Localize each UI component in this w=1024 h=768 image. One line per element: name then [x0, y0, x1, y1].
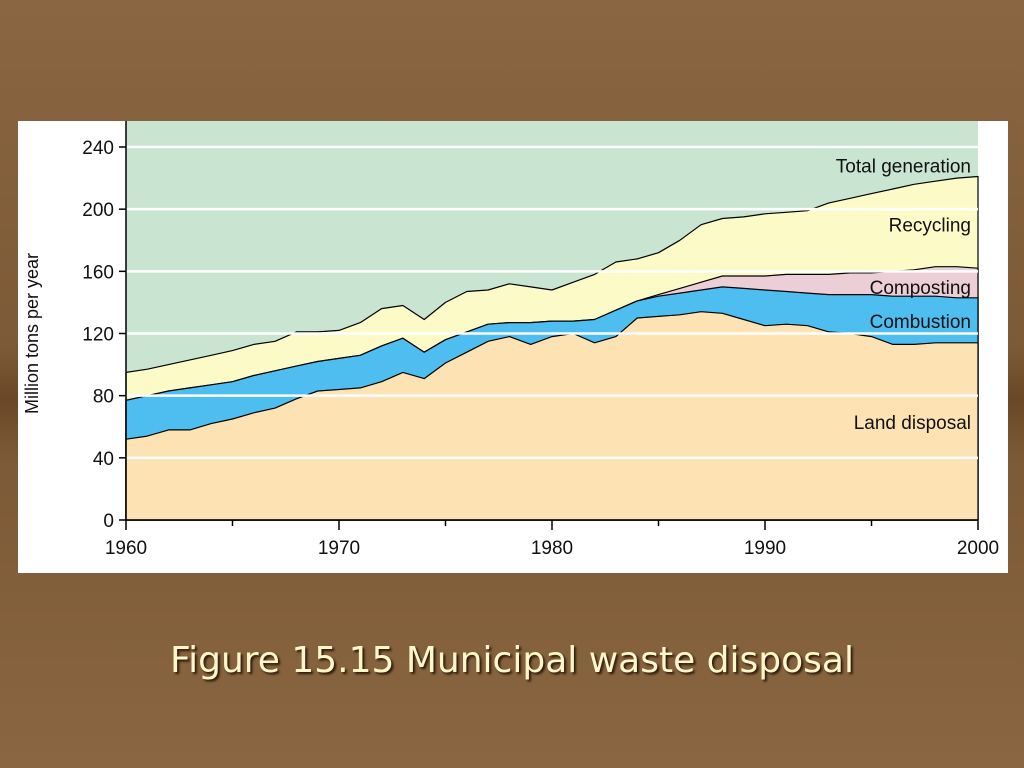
- chart-panel: 0 40 80 120 160 200 240 1960 1970 1980 1990 2000 Mi…: [18, 121, 1008, 573]
- tick-labels: 0 40 80 120 160 200 240 1960 1970 1980 1990 2000: [82, 138, 999, 559]
- x-tick-label: 2000: [957, 538, 999, 559]
- region-label-total-generation: Total generation: [836, 157, 971, 178]
- region-labels: Total generation Recycling Composting Combu…: [836, 157, 971, 434]
- y-tick-label: 120: [82, 325, 114, 346]
- area-land-disposal: [125, 311, 979, 521]
- y-tick-label: 240: [82, 138, 114, 159]
- y-tick-label: 40: [93, 449, 114, 470]
- y-tick-label: 200: [82, 200, 114, 221]
- figure-caption: Figure 15.15 Municipal waste disposal: [170, 640, 854, 681]
- y-tick-label: 160: [82, 262, 114, 283]
- y-tick-label: 80: [93, 387, 114, 408]
- region-label-combustion: Combustion: [870, 312, 971, 333]
- region-label-recycling: Recycling: [889, 216, 971, 237]
- region-label-land-disposal: Land disposal: [854, 413, 971, 434]
- axes: [119, 121, 979, 530]
- area-chart: 0 40 80 120 160 200 240 1960 1970 1980 1990 2000 Mi…: [22, 121, 999, 559]
- y-tick-label: 0: [103, 511, 114, 532]
- x-tick-label: 1990: [744, 538, 786, 559]
- y-axis-label: Million tons per year: [22, 253, 42, 414]
- region-label-composting: Composting: [870, 278, 971, 299]
- x-tick-label: 1960: [105, 538, 147, 559]
- gridlines: [126, 145, 978, 460]
- x-tick-label: 1980: [531, 538, 573, 559]
- x-tick-label: 1970: [318, 538, 360, 559]
